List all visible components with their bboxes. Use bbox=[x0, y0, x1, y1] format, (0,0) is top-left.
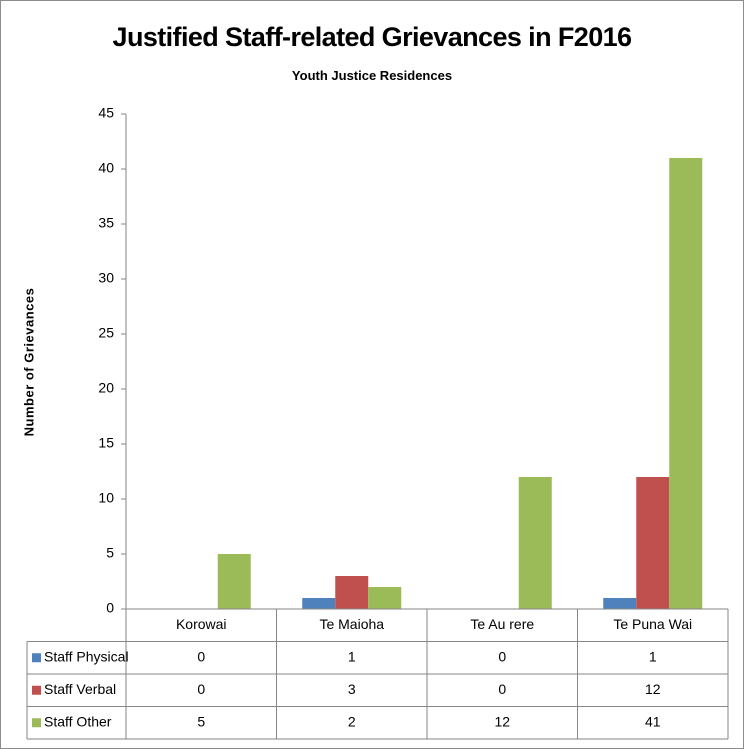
data-table-value: 1 bbox=[348, 648, 356, 664]
category-label: Korowai bbox=[176, 616, 227, 632]
data-table-value: 12 bbox=[645, 681, 661, 697]
data-table-value: 5 bbox=[197, 713, 205, 729]
data-table-value: 0 bbox=[197, 681, 205, 697]
category-label: Te Maioha bbox=[319, 616, 384, 632]
chart-title: Justified Staff-related Grievances in F2… bbox=[112, 22, 633, 52]
data-table-value: 1 bbox=[649, 648, 657, 664]
y-tick-label: 0 bbox=[106, 600, 114, 616]
y-tick-label: 30 bbox=[98, 270, 114, 286]
bar bbox=[217, 554, 251, 609]
y-tick-label: 20 bbox=[98, 380, 114, 396]
chart-subtitle: Youth Justice Residences bbox=[291, 68, 453, 83]
data-table-value: 41 bbox=[645, 713, 661, 729]
data-table-value: 0 bbox=[498, 648, 506, 664]
bar bbox=[636, 477, 670, 609]
y-tick-label: 35 bbox=[98, 215, 114, 231]
category-label: Te Au rere bbox=[470, 616, 534, 632]
bar bbox=[603, 598, 637, 609]
bar bbox=[335, 576, 369, 609]
y-tick-label: 40 bbox=[98, 160, 114, 176]
bar bbox=[518, 477, 552, 609]
legend-label: Staff Verbal bbox=[44, 681, 116, 697]
data-table-value: 0 bbox=[498, 681, 506, 697]
legend-key bbox=[32, 718, 41, 728]
y-tick-label: 25 bbox=[98, 325, 114, 341]
data-table-value: 12 bbox=[494, 713, 510, 729]
y-tick-label: 45 bbox=[98, 105, 114, 121]
category-label: Te Puna Wai bbox=[613, 616, 692, 632]
bar bbox=[302, 598, 336, 609]
bar bbox=[368, 587, 402, 609]
legend-label: Staff Other bbox=[44, 713, 112, 729]
y-tick-label: 5 bbox=[106, 545, 114, 561]
legend-key bbox=[32, 653, 41, 663]
y-tick-label: 10 bbox=[98, 490, 114, 506]
data-table-value: 0 bbox=[197, 648, 205, 664]
legend-key bbox=[32, 685, 41, 695]
data-table-value: 2 bbox=[348, 713, 356, 729]
y-tick-label: 15 bbox=[98, 435, 114, 451]
bar bbox=[669, 158, 703, 609]
legend-label: Staff Physical bbox=[44, 648, 129, 664]
data-table-value: 3 bbox=[348, 681, 356, 697]
